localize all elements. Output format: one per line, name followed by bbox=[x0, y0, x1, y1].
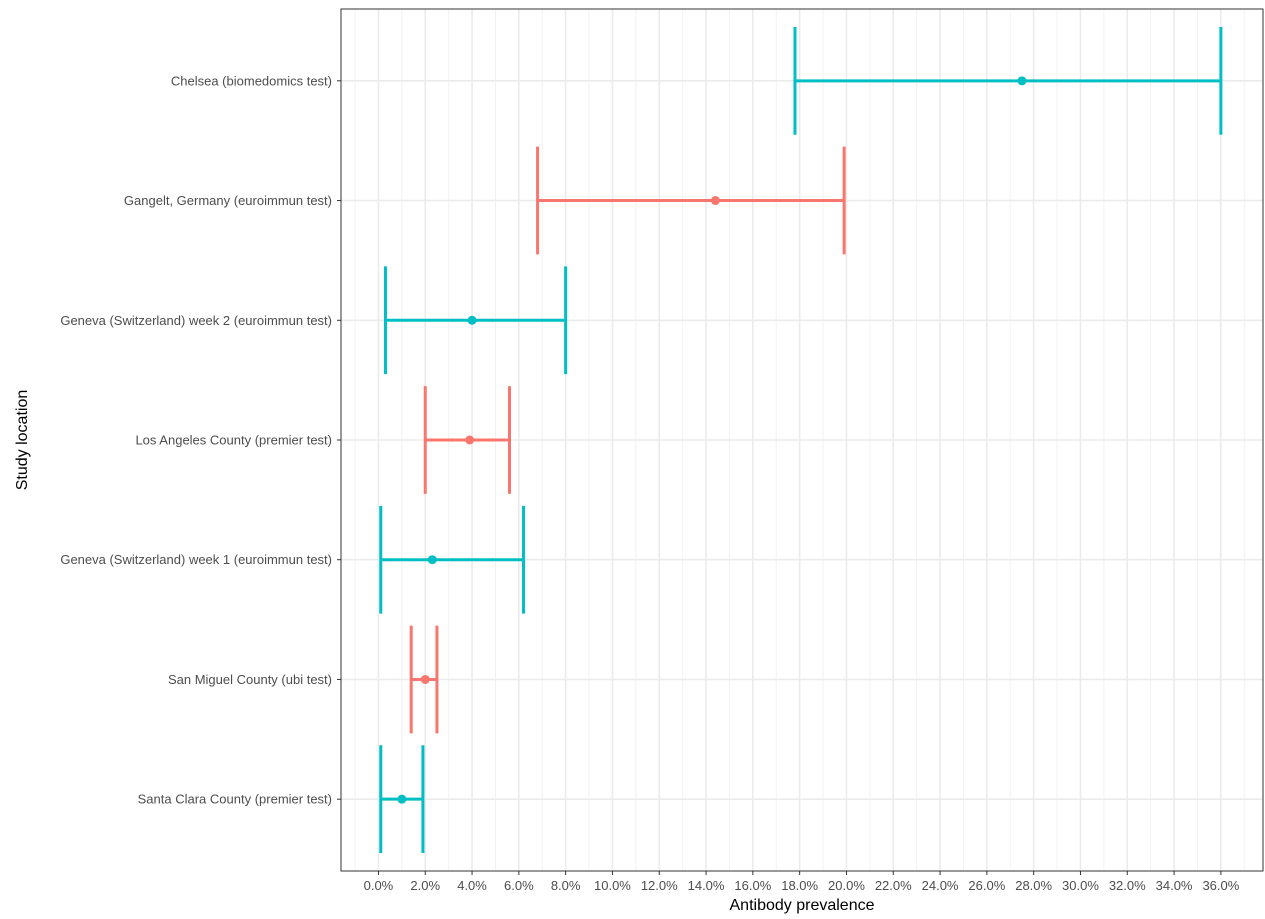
y-axis-title: Study location bbox=[14, 390, 31, 491]
x-tick-label: 32.0% bbox=[1109, 878, 1146, 893]
estimate-point bbox=[427, 555, 437, 565]
y-tick-label: Gangelt, Germany (euroimmun test) bbox=[124, 193, 332, 208]
x-tick-label: 14.0% bbox=[688, 878, 725, 893]
x-tick-label: 16.0% bbox=[734, 878, 771, 893]
y-tick-label: San Miguel County (ubi test) bbox=[168, 672, 332, 687]
x-tick-label: 36.0% bbox=[1202, 878, 1239, 893]
x-tick-label: 18.0% bbox=[781, 878, 818, 893]
x-tick-label: 24.0% bbox=[922, 878, 959, 893]
x-tick-label: 26.0% bbox=[968, 878, 1005, 893]
x-tick-label: 2.0% bbox=[410, 878, 440, 893]
estimate-point bbox=[467, 315, 477, 325]
estimate-point bbox=[420, 674, 430, 684]
x-tick-label: 12.0% bbox=[641, 878, 678, 893]
y-tick-label: Geneva (Switzerland) week 2 (euroimmun t… bbox=[60, 313, 332, 328]
x-tick-label: 6.0% bbox=[504, 878, 534, 893]
x-tick-label: 10.0% bbox=[594, 878, 631, 893]
x-tick-label: 22.0% bbox=[875, 878, 912, 893]
estimate-point bbox=[397, 794, 407, 804]
x-tick-label: 0.0% bbox=[364, 878, 394, 893]
x-tick-label: 30.0% bbox=[1062, 878, 1099, 893]
estimate-point bbox=[710, 196, 720, 206]
x-tick-label: 34.0% bbox=[1156, 878, 1193, 893]
x-tick-label: 28.0% bbox=[1015, 878, 1052, 893]
x-tick-label: 20.0% bbox=[828, 878, 865, 893]
y-tick-label: Los Angeles County (premier test) bbox=[135, 433, 332, 448]
y-tick-label: Geneva (Switzerland) week 1 (euroimmun t… bbox=[60, 552, 332, 567]
x-tick-label: 8.0% bbox=[551, 878, 581, 893]
y-tick-label: Santa Clara County (premier test) bbox=[138, 792, 332, 807]
estimate-point bbox=[1017, 76, 1027, 86]
x-axis-title: Antibody prevalence bbox=[730, 897, 875, 914]
series-layer bbox=[379, 26, 1223, 854]
x-tick-label: 4.0% bbox=[457, 878, 487, 893]
axis-layer: 0.0% 2.0% 4.0% 6.0% 8.0% 10.0% 12.0% 14.0% 16.0%… bbox=[60, 73, 1239, 893]
estimate-point bbox=[465, 435, 475, 445]
y-tick-label: Chelsea (biomedomics test) bbox=[171, 73, 332, 88]
